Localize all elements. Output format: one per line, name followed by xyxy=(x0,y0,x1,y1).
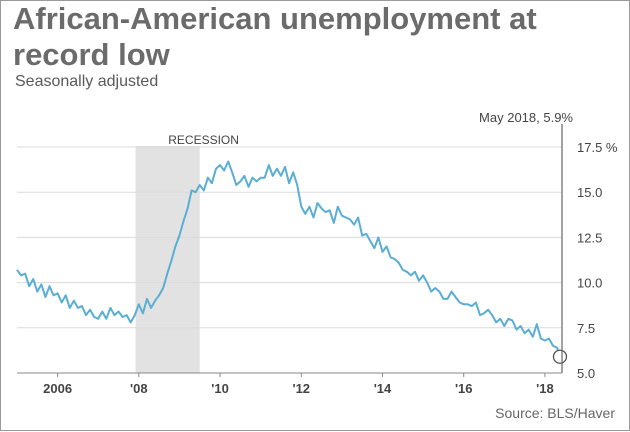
chart-title: African-American unemployment at record … xyxy=(13,1,537,72)
x-tick-label: '08 xyxy=(130,381,148,396)
y-tick-label: 7.5 xyxy=(577,321,595,336)
y-tick-label: 15.0 xyxy=(577,185,602,200)
y-tick-label: 10.0 xyxy=(577,276,602,291)
x-tick-label: '10 xyxy=(211,381,229,396)
latest-point-marker xyxy=(552,349,568,364)
latest-point-label: May 2018, 5.9% xyxy=(479,110,573,125)
source-note: Source: BLS/Haver xyxy=(495,405,615,421)
x-tick-label: 2006 xyxy=(43,381,72,396)
recession-band xyxy=(135,146,200,373)
x-tick-label: '18 xyxy=(536,381,554,396)
recession-label: RECESSION xyxy=(168,133,239,147)
x-tick-label: '16 xyxy=(455,381,473,396)
y-tick-label: 5.0 xyxy=(577,366,595,381)
series-line-unemployment xyxy=(16,160,561,358)
y-tick-label: 12.5 xyxy=(577,230,602,245)
x-tick-label: '14 xyxy=(374,381,392,396)
chart-subtitle: Seasonally adjusted xyxy=(15,73,159,90)
y-tick-label: 17.5 % xyxy=(577,140,618,155)
x-tick-label: '12 xyxy=(292,381,310,396)
